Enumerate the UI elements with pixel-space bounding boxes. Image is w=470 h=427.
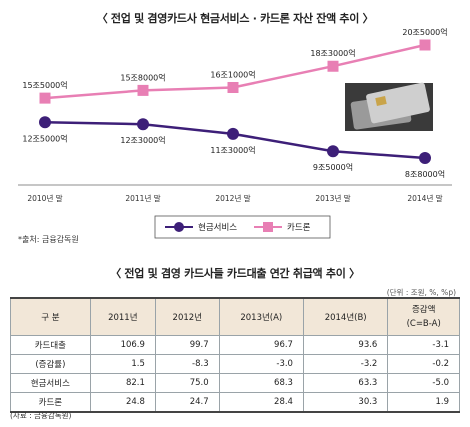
header-diff: 증감액 (C=B-A): [387, 297, 460, 336]
x-tick-label: 2011년 말: [125, 193, 160, 203]
data-point: [39, 92, 51, 104]
chart-title: 〈 전업 및 겸영카드사 현금서비스 · 카드론 자산 잔액 추이 〉: [96, 12, 374, 25]
data-label: 15조5000억: [22, 80, 67, 90]
legend-marker-cash: [174, 222, 184, 232]
data-point: [327, 60, 339, 72]
legend: 현금서비스 카드론: [154, 215, 331, 239]
table-cell: 93.6: [302, 335, 389, 355]
table-cell: -3.0: [218, 354, 304, 374]
data-label: 12조3000억: [120, 135, 165, 145]
row-label: 현금서비스: [10, 373, 91, 393]
table-cell: 28.4: [218, 392, 304, 413]
data-point: [137, 118, 149, 131]
table-cell: -3.2: [302, 354, 389, 374]
table-cell: 24.7: [154, 392, 220, 413]
table-row: 카드론 24.8 24.7 28.4 30.3 1.9: [10, 392, 460, 413]
x-tick-label: 2012년 말: [215, 193, 250, 203]
data-label: 11조3000억: [210, 145, 255, 155]
data-table: 구 분 2011년 2012년 2013년(A) 2014년(B) 증감액 (C…: [10, 297, 460, 413]
table-title: 〈 전업 및 겸영 카드사들 카드대출 연간 취급액 추이 〉: [110, 267, 360, 280]
table-cell: 63.3: [302, 373, 389, 393]
table-cell: 106.9: [89, 335, 156, 355]
table-cell: -3.1: [387, 335, 460, 355]
table-row: 현금서비스 82.1 75.0 68.3 63.3 -5.0: [10, 373, 460, 393]
table-cell: 1.9: [387, 392, 460, 413]
header-diff-formula: (C=B-A): [406, 319, 441, 329]
data-point: [419, 152, 431, 164]
header-category: 구 분: [10, 297, 91, 336]
table-cell: 1.5: [89, 354, 156, 374]
table-cell: 82.1: [89, 373, 156, 393]
legend-marker-cardloan: [263, 222, 273, 232]
row-label: (증감률): [10, 354, 91, 374]
data-label: 12조5000억: [22, 133, 67, 143]
credit-card-photo-icon: [345, 82, 433, 131]
table-row: 카드대출 106.9 99.7 96.7 93.6 -3.1: [10, 335, 460, 355]
x-tick-label: 2013년 말: [315, 193, 350, 203]
table-cell: 75.0: [154, 373, 220, 393]
line-chart: 12조5000억 12조3000억 11조3000억 9조5000억 8조8000억 15…: [18, 27, 452, 239]
table-header-row: 구 분 2011년 2012년 2013년(A) 2014년(B) 증감액 (C…: [10, 297, 460, 336]
legend-label-cash: 현금서비스: [198, 223, 237, 233]
data-point: [327, 145, 339, 158]
table-cell: 96.7: [218, 335, 304, 355]
data-label: 9조5000억: [313, 162, 353, 172]
data-point: [137, 84, 149, 96]
x-tick-label: 2010년 말: [27, 193, 62, 203]
data-point: [419, 39, 431, 51]
table-cell: 68.3: [218, 373, 304, 393]
header-2012: 2012년: [154, 297, 220, 336]
data-label: 20조5000억: [402, 27, 447, 37]
data-label: 8조8000억: [405, 169, 445, 179]
table-cell: 24.8: [89, 392, 156, 413]
table-cell: 30.3: [302, 392, 389, 413]
header-2013: 2013년(A): [218, 297, 304, 336]
legend-label-cardloan: 카드론: [287, 223, 311, 233]
table-row: (증감률) 1.5 -8.3 -3.0 -3.2 -0.2: [10, 354, 460, 374]
row-label: 카드대출: [10, 335, 91, 355]
table-cell: -8.3: [154, 354, 220, 374]
data-point: [39, 116, 51, 129]
header-diff-label: 증감액: [411, 305, 436, 315]
table-unit: (단위 : 조원, %, %p): [386, 288, 456, 297]
table-source: (자료 : 금융감독원): [10, 411, 72, 420]
x-tick-label: 2014년 말: [407, 193, 442, 203]
data-label: 15조8000억: [120, 72, 165, 82]
header-2011: 2011년: [89, 297, 156, 336]
data-label: 18조3000억: [310, 48, 355, 58]
table-cell: 99.7: [154, 335, 220, 355]
chart-source: *출처: 금융감독원: [18, 235, 79, 244]
row-label: 카드론: [10, 392, 91, 413]
header-2014: 2014년(B): [302, 297, 389, 336]
data-point: [227, 81, 239, 93]
table-cell: -5.0: [387, 373, 460, 393]
data-label: 16조1000억: [210, 69, 255, 79]
table-cell: -0.2: [387, 354, 460, 374]
data-point: [227, 127, 239, 140]
